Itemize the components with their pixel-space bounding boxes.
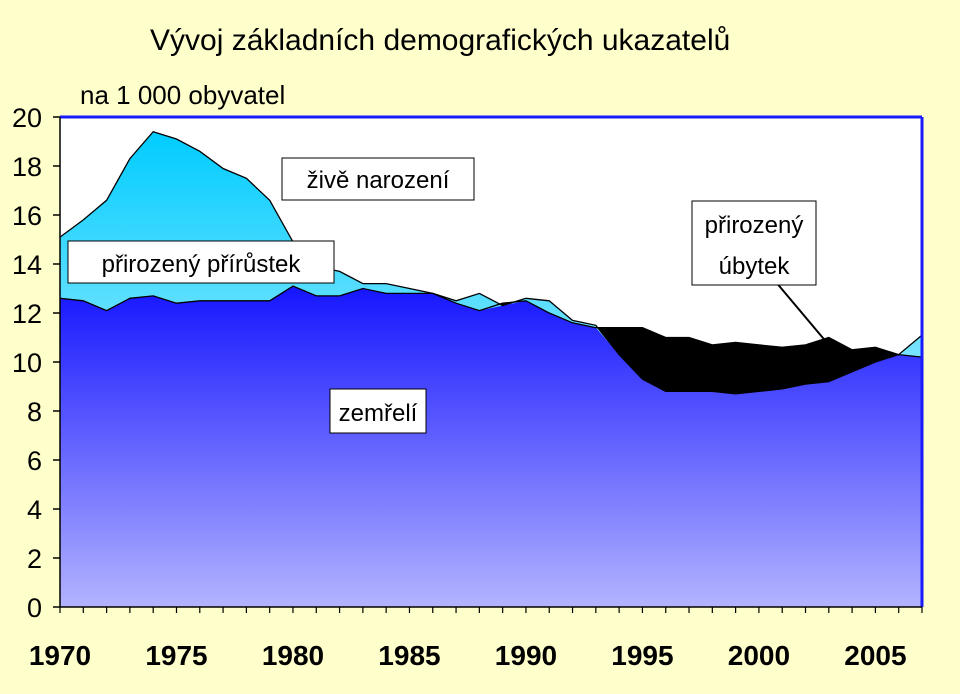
annotation-natural-increase: přirozený přírůstek: [67, 240, 335, 284]
y-tick-label: 14: [12, 250, 42, 280]
annotation-deaths-text: zemřelí: [339, 400, 418, 427]
annotation-deaths: zemřelí: [329, 388, 427, 434]
y-tick-label: 2: [27, 544, 42, 574]
x-tick-label: 2005: [844, 640, 906, 671]
chart-subtitle: na 1 000 obyvatel: [80, 80, 285, 110]
annotation-natural-increase-text: přirozený přírůstek: [102, 251, 302, 278]
y-tick-label: 16: [12, 201, 42, 231]
deaths-area: [60, 286, 922, 607]
x-tick-label: 1990: [495, 640, 557, 671]
x-tick-label: 2000: [728, 640, 790, 671]
axes: 0 2 4 6 8 10 12 14 16 18 20 1970 1975 1980 1985 1990 199…: [12, 103, 924, 671]
annotation-natural-decrease-box: [691, 200, 817, 286]
series-line-deaths: [59, 285, 923, 358]
y-tick-label: 8: [27, 397, 42, 427]
y-tick-label: 0: [27, 593, 42, 623]
y-tick-label: 4: [27, 495, 42, 525]
y-tick-label: 6: [27, 446, 42, 476]
plot-area: [59, 117, 923, 607]
x-tick-label: 1970: [29, 640, 91, 671]
annotation-births-text: živě narození: [307, 167, 450, 194]
annotation-natural-decrease-line1: přirozený: [705, 212, 804, 239]
x-tick-label: 1980: [262, 640, 324, 671]
annotation-births-box: [281, 157, 475, 201]
x-tick-label: 1985: [378, 640, 440, 671]
annotation-natural-decrease-pointer: [769, 274, 829, 345]
y-tick-label: 20: [12, 103, 42, 133]
annotation-natural-decrease-line2: úbytek: [719, 253, 791, 280]
annotation-births: živě narození: [281, 157, 475, 201]
y-tick-label: 10: [12, 348, 42, 378]
chart-title: Vývoj základních demografických ukazatel…: [150, 24, 730, 57]
annotation-natural-increase-box: [67, 240, 335, 284]
y-tick-label: 18: [12, 152, 42, 182]
annotation-deaths-box: [329, 388, 427, 434]
y-tick-label: 12: [12, 299, 42, 329]
x-tick-label: 1995: [611, 640, 673, 671]
x-tick-label: 1975: [145, 640, 207, 671]
annotation-natural-decrease: přirozený úbytek: [691, 200, 829, 345]
series-line-births: [59, 130, 923, 395]
